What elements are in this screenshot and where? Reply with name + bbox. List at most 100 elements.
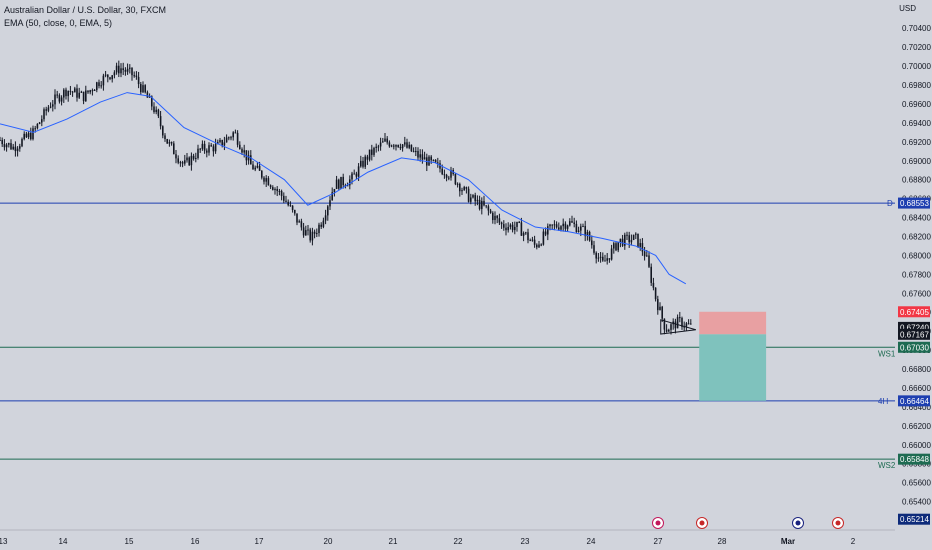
candle-body-184 [404, 142, 406, 145]
candle-body-313 [687, 323, 690, 325]
candle-body-71 [155, 109, 157, 112]
candle-body-84 [184, 160, 186, 164]
candle-body-50 [109, 77, 111, 80]
candle-body-153 [335, 179, 338, 189]
candle-body-49 [107, 74, 109, 78]
candle-body-21 [45, 109, 47, 111]
candle-body-303 [665, 329, 668, 332]
candle-body-112 [245, 150, 248, 161]
candle-body-227 [498, 218, 501, 223]
candle-body-132 [289, 205, 292, 207]
candle-body-160 [351, 173, 353, 180]
candle-body-279 [613, 243, 615, 249]
candle-body-33 [71, 91, 74, 93]
x-tick-9: 24 [587, 537, 596, 546]
candle-body-210 [461, 190, 463, 192]
candle-body-6 [12, 146, 14, 150]
candle-body-163 [357, 166, 360, 177]
candle-body-31 [67, 90, 69, 97]
candle-body-223 [489, 210, 492, 213]
candle-body-304 [668, 329, 670, 332]
candle-body-221 [485, 205, 487, 207]
candle-body-68 [148, 96, 151, 98]
candle-body-10 [21, 139, 23, 147]
candle-body-191 [419, 154, 421, 158]
candle-body-88 [192, 155, 195, 159]
candle-body-212 [465, 187, 468, 189]
candle-body-9 [19, 146, 21, 149]
candle-body-64 [140, 84, 142, 93]
candle-body-65 [142, 85, 144, 93]
candle-body-182 [399, 147, 402, 149]
x-tick-13: 2 [851, 537, 856, 546]
candle-body-58 [126, 68, 129, 72]
candle-body-3 [5, 144, 8, 148]
candle-body-266 [584, 226, 586, 237]
candle-body-222 [487, 206, 490, 211]
candle-body-276 [606, 258, 608, 261]
candle-body-243 [533, 239, 536, 245]
candle-body-255 [560, 226, 562, 230]
candle-body-164 [360, 160, 362, 167]
candle-body-238 [522, 233, 525, 236]
candle-body-95 [208, 145, 210, 153]
au-flag-event-icon-dot [795, 520, 801, 526]
candle-body-185 [406, 142, 408, 148]
y-tick-5: 0.69400 [902, 119, 931, 128]
candle-body-308 [676, 317, 679, 329]
candle-body-169 [371, 149, 373, 155]
candle-body-293 [643, 251, 646, 257]
candle-body-42 [91, 90, 94, 92]
candle-body-232 [509, 224, 512, 227]
candle-body-14 [30, 132, 32, 140]
candle-body-158 [346, 185, 349, 187]
candle-body-187 [410, 144, 413, 152]
candle-body-139 [305, 230, 307, 236]
candle-body-224 [492, 212, 494, 221]
candle-body-208 [456, 183, 459, 185]
candle-body-92 [201, 143, 204, 149]
candle-body-172 [377, 146, 380, 148]
candle-body-314 [690, 323, 692, 325]
candle-body-128 [280, 191, 283, 196]
symbol-title[interactable]: Australian Dollar / U.S. Dollar, 30, FXC… [4, 5, 167, 15]
y-tick-0: 0.70400 [902, 24, 931, 33]
candle-body-211 [463, 187, 465, 191]
candle-body-281 [617, 242, 619, 251]
candle-body-233 [511, 224, 514, 231]
candle-body-278 [610, 248, 613, 260]
candle-body-154 [338, 179, 340, 189]
candle-body-60 [131, 67, 133, 76]
candle-body-309 [679, 317, 681, 319]
candle-body-59 [129, 67, 131, 69]
candle-body-230 [505, 227, 507, 231]
candle-body-122 [267, 178, 270, 186]
candle-body-126 [276, 189, 278, 191]
candle-body-55 [120, 68, 122, 74]
candle-body-284 [624, 234, 626, 246]
candle-body-77 [168, 142, 171, 144]
candle-body-152 [333, 188, 336, 193]
candle-body-248 [544, 231, 547, 235]
price-tag-2 [898, 328, 930, 340]
y-tick-21: 0.66200 [902, 422, 931, 431]
currency-label: USD [899, 4, 916, 13]
candle-body-70 [153, 106, 155, 112]
candle-body-23 [49, 106, 52, 108]
candle-body-312 [685, 323, 688, 327]
candle-body-135 [296, 213, 298, 223]
candle-body-203 [445, 175, 448, 178]
candle-body-27 [58, 95, 61, 102]
x-tick-5: 20 [324, 537, 333, 546]
candle-body-291 [639, 243, 641, 247]
candle-body-301 [661, 306, 663, 319]
candle-body-41 [89, 90, 91, 93]
candle-body-171 [375, 146, 377, 148]
candle-body-0 [0, 140, 1, 142]
ema-indicator-label[interactable]: EMA (50, close, 0, EMA, 5) [4, 18, 113, 28]
candle-body-102 [223, 142, 226, 146]
candle-body-35 [76, 88, 78, 98]
candle-body-2 [3, 144, 6, 148]
candle-body-25 [54, 94, 56, 105]
